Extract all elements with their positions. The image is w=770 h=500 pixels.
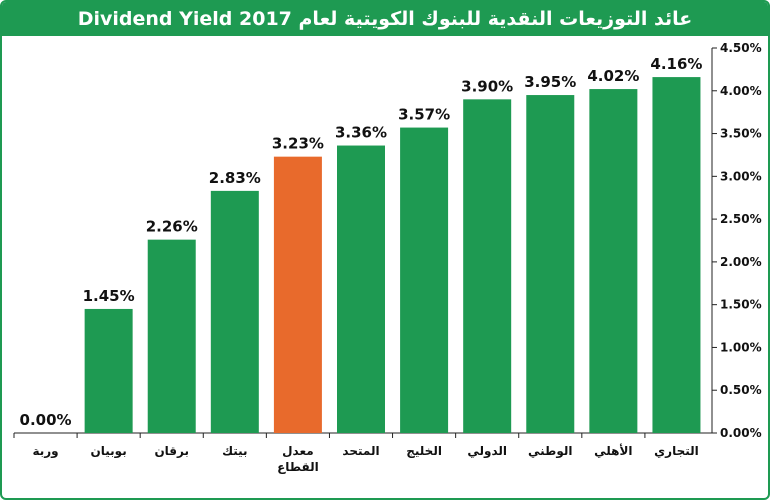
data-label: 4.02% <box>587 67 639 85</box>
category-label: المتحد <box>342 444 379 458</box>
chart-title: عائد التوزيعات النقدية للبنوك الكويتية ل… <box>77 8 693 30</box>
data-label: 3.57% <box>398 106 450 124</box>
y-tick-label: 0.50% <box>720 383 762 397</box>
category-label-part: معدل <box>282 444 314 458</box>
category-label: الوطني <box>528 444 572 459</box>
bar <box>400 127 449 434</box>
y-tick-label: 1.50% <box>720 298 762 312</box>
category-label: بوبيان <box>91 444 127 459</box>
data-label: 3.90% <box>461 77 513 95</box>
y-tick-label: 0.00% <box>720 426 762 440</box>
data-label: 2.83% <box>209 169 261 187</box>
data-label: 3.95% <box>524 73 576 91</box>
bar <box>589 89 638 434</box>
bar <box>463 99 512 433</box>
y-tick-label: 3.50% <box>720 127 762 141</box>
bar <box>273 156 322 433</box>
category-label: وربة <box>32 444 58 459</box>
bar <box>337 145 385 434</box>
data-label: 2.26% <box>146 218 198 236</box>
category-label: الخليج <box>406 444 442 458</box>
data-label: 3.23% <box>272 135 324 153</box>
category-label: التجاري <box>654 444 699 458</box>
y-tick-label: 3.00% <box>720 169 762 183</box>
data-label: 1.45% <box>83 287 135 305</box>
y-tick-label: 4.50% <box>720 41 762 55</box>
bar <box>147 239 196 433</box>
data-label: 3.36% <box>335 124 387 142</box>
data-label: 4.16% <box>650 55 702 73</box>
category-label-part: القطاع <box>277 460 319 474</box>
y-tick-label: 2.00% <box>720 255 762 269</box>
y-tick-label: 4.00% <box>720 84 762 98</box>
title-bar: عائد التوزيعات النقدية للبنوك الكويتية ل… <box>2 2 768 36</box>
category-label: الأهلي <box>594 443 632 458</box>
y-tick-label: 1.00% <box>720 340 762 354</box>
category-label: الدولي <box>467 444 507 459</box>
y-tick-label: 2.50% <box>720 212 762 226</box>
bar <box>652 77 701 433</box>
data-label: 0.00% <box>20 411 72 429</box>
bar <box>210 190 259 433</box>
category-label: برقان <box>154 444 189 458</box>
category-label: بيتك <box>222 444 247 458</box>
bar <box>84 308 133 433</box>
bar <box>526 95 575 434</box>
